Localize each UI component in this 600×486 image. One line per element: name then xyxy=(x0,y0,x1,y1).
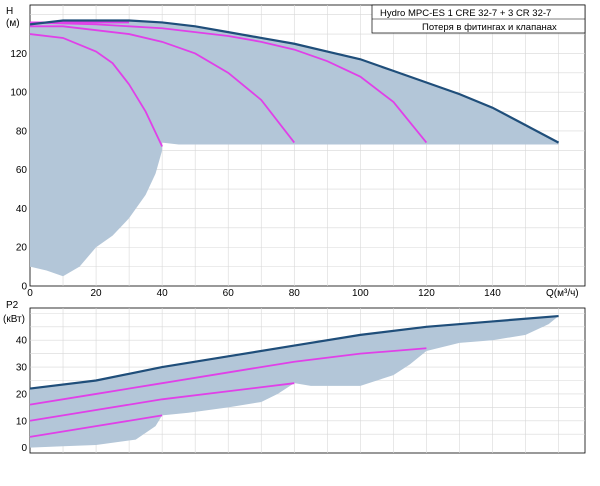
power-curves xyxy=(29,314,559,438)
y-tick-label: 100 xyxy=(10,88,27,99)
legend-model: Hydro MPC-ES 1 CRE 32-7 + 3 CR 32-7 xyxy=(380,8,551,19)
head-curves xyxy=(29,19,560,147)
operating-area xyxy=(30,20,559,277)
y-tick-label: 40 xyxy=(16,204,28,215)
pump-stage-curve xyxy=(29,21,428,144)
y-tick-label: 10 xyxy=(16,416,28,427)
x-tick-label: 60 xyxy=(223,288,235,299)
power-panel: 0 10 20 30 40 P2 (кВт) xyxy=(3,300,586,454)
pump-stage-curve xyxy=(29,33,163,147)
y-tick-label: 20 xyxy=(16,389,28,400)
envelope-curve xyxy=(29,314,559,390)
head-x-axis-label: Q(м³/ч) xyxy=(546,288,579,299)
power-y-axis-unit: (кВт) xyxy=(3,314,25,325)
y-tick-label: 60 xyxy=(16,165,28,176)
y-tick-label: 0 xyxy=(21,443,27,454)
x-tick-label: 140 xyxy=(484,288,501,299)
head-y-axis-unit: (м) xyxy=(6,18,20,29)
y-tick-label: 20 xyxy=(16,243,28,254)
pump-stage-curve xyxy=(29,347,427,406)
pump-stage-curve xyxy=(29,414,163,438)
head-y-axis-label: H xyxy=(6,6,13,17)
legend-loss-note: Потеря в фитингах и клапанах xyxy=(422,22,557,33)
envelope-curve xyxy=(29,19,560,144)
pump-stage-curve xyxy=(30,25,295,144)
head-area xyxy=(30,20,559,277)
y-tick-label: 120 xyxy=(10,49,27,60)
y-tick-label: 30 xyxy=(16,363,28,374)
power-y-axis-label: P2 xyxy=(6,300,19,311)
y-tick-label: 0 xyxy=(21,282,27,293)
x-tick-label: 0 xyxy=(27,288,33,299)
x-tick-label: 80 xyxy=(289,288,301,299)
head-ticks: 0 20 40 60 80 100 120 0 20 40 60 80 100 120 140 xyxy=(10,49,501,299)
y-tick-label: 40 xyxy=(16,336,28,347)
power-ticks: 0 10 20 30 40 xyxy=(16,336,28,454)
x-tick-label: 120 xyxy=(418,288,435,299)
x-tick-label: 40 xyxy=(157,288,169,299)
x-tick-label: 20 xyxy=(91,288,103,299)
x-tick-label: 100 xyxy=(352,288,369,299)
pump-stage-curve xyxy=(29,382,295,422)
y-tick-label: 80 xyxy=(16,126,28,137)
